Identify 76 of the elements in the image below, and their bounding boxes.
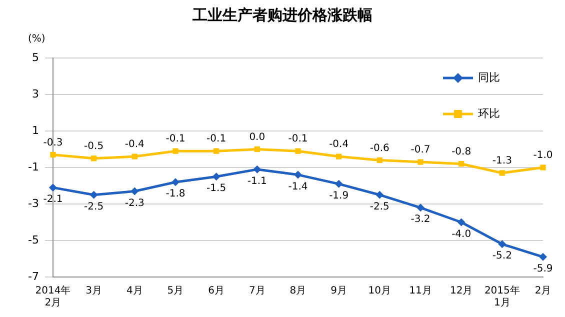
data-label: 0.0 [249,132,266,143]
x-tick-label: 2月 [534,286,552,297]
x-tick-label: 11月 [409,286,432,297]
data-label: -1.8 [166,188,186,200]
x-tick-label: 6月 [208,286,224,297]
data-label: -0.1 [206,134,226,145]
data-label: -3.2 [410,214,430,226]
data-label: -2.5 [84,201,104,212]
y-tick-label: 3 [32,87,39,100]
data-label: -5.2 [492,250,512,262]
data-label: -0.4 [124,139,144,150]
data-label: -0.4 [329,139,349,150]
data-label: -0.7 [410,144,430,156]
point [130,187,139,196]
point [458,161,464,167]
data-label: -2.1 [43,194,63,206]
data-label: -5.9 [533,264,553,275]
data-label: -1.3 [492,156,512,167]
point [376,190,384,199]
y-tick-label: -5 [28,233,39,246]
point [171,178,180,186]
data-label: -0.6 [370,142,390,154]
legend-label: 环比 [478,106,500,120]
y-tick-label: -7 [28,270,39,283]
data-label: -1.1 [247,176,267,187]
x-tick-label: 9月 [330,286,348,297]
point [90,190,98,199]
x-tick-label: 12月 [450,286,473,297]
data-label: -1.0 [533,150,553,162]
point [294,170,302,179]
x-tick-label: 2015年 1月 [484,284,520,309]
point [48,184,57,192]
y-tick-label: -3 [28,196,39,210]
y-axis-title: (%) [28,34,46,45]
point [213,148,220,154]
data-label: -1.4 [288,181,308,192]
data-label: -0.5 [84,140,104,152]
y-tick-label: -1 [28,160,39,174]
point [540,164,546,170]
point [498,240,506,248]
y-tick-label: 1 [32,124,39,137]
point [172,148,178,154]
data-label: -0.3 [43,137,63,148]
point [212,172,220,181]
x-tick-label: 8月 [290,286,306,297]
x-tick-label: 3月 [86,286,102,297]
point [90,156,97,162]
point [499,170,505,176]
point [132,154,138,160]
legend-label: 同比 [478,70,500,84]
point [336,154,342,160]
data-label: -1.9 [329,190,349,202]
point [539,252,547,261]
point [50,152,56,158]
x-tick-label: 4月 [126,286,143,297]
point [334,180,343,188]
point [254,146,260,152]
data-label: -1.5 [206,183,226,194]
data-label: -2.5 [370,201,390,212]
data-label: -0.8 [452,146,472,158]
data-label: -0.1 [166,134,186,145]
chart-title: 工业生产者购进价格涨跌幅 [192,5,374,26]
data-label: -4.0 [452,228,472,240]
point [416,204,424,212]
point [295,148,301,154]
y-tick-label: 5 [32,50,39,64]
data-label: -2.3 [124,198,144,209]
x-tick-label: 10月 [368,286,392,297]
x-tick-label: 5月 [167,286,184,297]
point [376,157,382,164]
x-tick-label: 2014年 2月 [35,284,71,309]
point [253,165,262,174]
data-label: -0.1 [288,134,308,145]
point [457,218,466,226]
x-tick-label: 7月 [248,286,266,297]
point [418,159,424,165]
